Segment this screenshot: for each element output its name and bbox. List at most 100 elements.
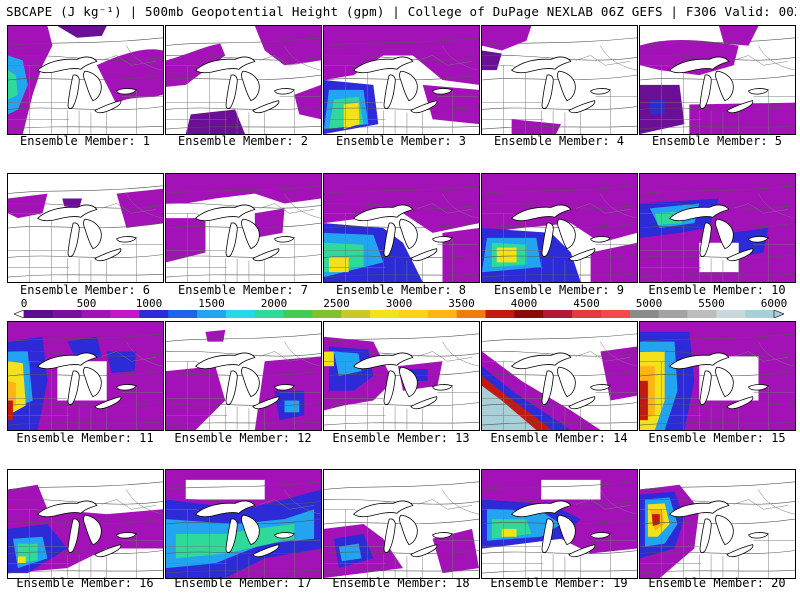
ensemble-map-panel — [639, 321, 796, 431]
height-contour — [324, 550, 479, 554]
ensemble-member-label: Ensemble Member: 7 — [177, 283, 309, 297]
ensemble-member-label: Ensemble Member: 9 — [493, 283, 625, 297]
colorbar-swatch — [283, 310, 313, 318]
great-lake — [352, 204, 414, 222]
ensemble-map — [166, 470, 321, 578]
height-contour — [482, 569, 637, 574]
colorbar-swatch — [341, 310, 371, 318]
great-lake — [67, 370, 80, 405]
colorbar-swatch — [600, 310, 631, 318]
state-border — [126, 489, 163, 515]
ensemble-map-panel — [323, 469, 480, 579]
great-lake — [94, 100, 122, 114]
ensemble-member-label: Ensemble Member: 4 — [493, 134, 625, 148]
state-border — [600, 45, 637, 71]
height-contour — [166, 333, 321, 342]
colorbar-swatch — [139, 310, 169, 318]
height-contour — [324, 185, 479, 194]
colorbar-swatch — [514, 310, 544, 318]
great-lake — [557, 366, 576, 398]
cape-shading — [422, 84, 479, 125]
height-contour — [8, 254, 163, 258]
state-border — [600, 489, 637, 515]
height-contour — [8, 402, 163, 406]
great-lake — [590, 236, 611, 243]
great-lake — [432, 236, 453, 243]
great-lake — [557, 218, 576, 250]
ensemble-map — [640, 481, 795, 578]
cape-shading — [728, 228, 769, 258]
great-lake — [557, 514, 576, 546]
great-lake — [116, 384, 137, 391]
great-lake — [568, 100, 596, 114]
cape-shading — [17, 556, 26, 564]
great-lake — [541, 222, 554, 257]
height-contour — [640, 125, 795, 130]
height-contour — [324, 106, 479, 110]
great-lake — [541, 370, 554, 405]
ensemble-map — [324, 481, 479, 578]
cape-shading — [254, 26, 321, 66]
great-lake — [83, 514, 102, 546]
ensemble-member-label: Ensemble Member: 2 — [177, 134, 309, 148]
ensemble-map-panel — [639, 173, 796, 283]
cape-shading — [432, 528, 479, 574]
ensemble-member-label: Ensemble Member: 17 — [174, 576, 312, 590]
ensemble-member-label: Ensemble Member: 10 — [648, 283, 786, 297]
great-lake — [252, 248, 280, 262]
colorbar-tick-label: 2000 — [260, 297, 288, 310]
cape-shading — [205, 329, 226, 342]
great-lake — [726, 396, 754, 410]
great-lake — [241, 366, 260, 398]
height-contour — [482, 37, 637, 46]
great-lake — [94, 396, 122, 410]
ensemble-member-label: Ensemble Member: 19 — [490, 576, 628, 590]
great-lake — [557, 70, 576, 102]
cape-shading — [254, 208, 285, 238]
cape-shading — [501, 528, 517, 537]
colorbar-tick-label: 5000 — [635, 297, 663, 310]
cape-shading — [8, 55, 28, 115]
colorbar-swatch — [485, 310, 515, 318]
colorbar-tick-label: 1500 — [198, 297, 225, 310]
colorbar-swatch — [312, 310, 342, 318]
colorbar-swatch — [629, 310, 660, 318]
great-lake — [748, 88, 769, 95]
cape-shading — [166, 218, 206, 263]
cape-shading — [8, 400, 13, 421]
height-contour — [324, 125, 479, 130]
ensemble-member-label: Ensemble Member: 8 — [335, 283, 467, 297]
cape-shading — [482, 26, 532, 51]
great-lake — [510, 204, 572, 222]
great-lake — [36, 352, 98, 370]
ensemble-map — [482, 26, 637, 134]
state-border — [126, 45, 163, 71]
great-lake — [668, 500, 730, 518]
great-lake — [67, 74, 80, 109]
great-lake — [67, 518, 80, 553]
colorbar-swatch — [110, 310, 140, 318]
colorbar-swatch — [24, 310, 54, 318]
state-border — [758, 193, 795, 219]
ensemble-map — [640, 322, 795, 430]
colorbar-tick-label: 3500 — [448, 297, 475, 310]
colorbar-tick-label: 500 — [76, 297, 97, 310]
colorbar-swatch — [52, 310, 83, 318]
great-lake — [715, 70, 734, 102]
height-contour — [8, 125, 163, 130]
great-lake — [568, 544, 596, 558]
colorbar-swatch — [658, 310, 688, 318]
great-lake — [699, 518, 712, 553]
cape-shading — [328, 257, 349, 273]
great-lake — [399, 366, 418, 398]
height-contour — [8, 106, 163, 110]
great-lake — [116, 236, 137, 243]
state-border — [758, 45, 795, 71]
great-lake — [383, 74, 396, 109]
ensemble-map-panel — [481, 173, 638, 283]
great-lake — [274, 236, 295, 243]
great-lake — [568, 396, 596, 410]
ensemble-member-label: Ensemble Member: 3 — [335, 134, 467, 148]
ensemble-map — [324, 333, 479, 430]
height-contour — [166, 569, 321, 574]
